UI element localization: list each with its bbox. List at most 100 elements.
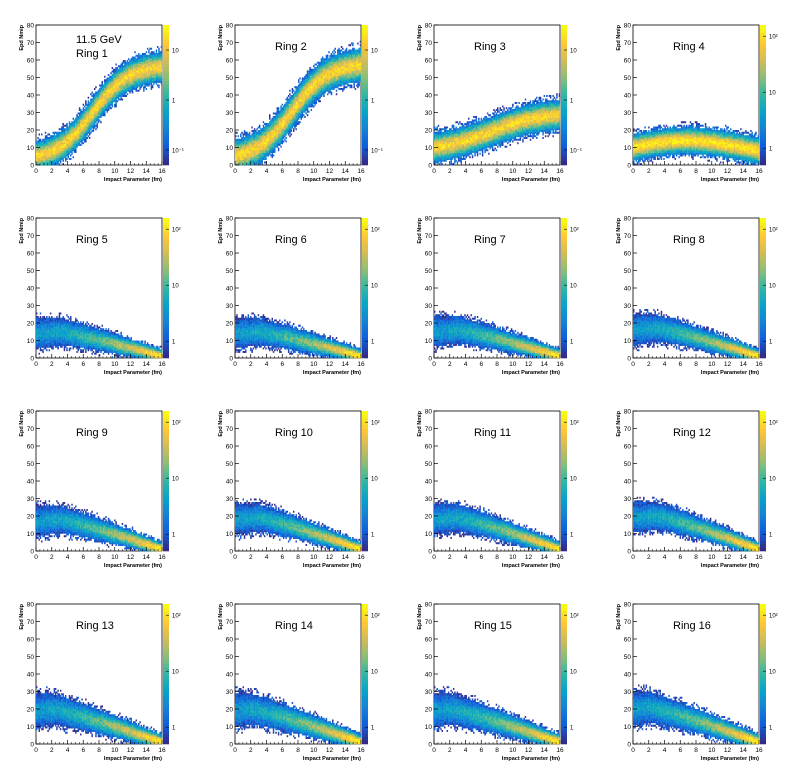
heatmap-cell [300, 109, 302, 111]
colorbar-step [163, 158, 169, 162]
heatmap-cell [303, 88, 305, 90]
heatmap-cell [352, 79, 354, 82]
heatmap-cell [441, 156, 444, 159]
heatmap-cell [315, 100, 318, 103]
heatmap-cell [258, 163, 261, 166]
heatmap-cell [352, 75, 354, 78]
heatmap-cell [261, 130, 263, 132]
heatmap-cell [299, 93, 301, 96]
heatmap-cell [235, 147, 237, 150]
heatmap-cell [469, 128, 471, 131]
heatmap-cell [247, 152, 250, 155]
heatmap-cell [299, 88, 301, 90]
heatmap-cell [133, 84, 135, 87]
heatmap-cell [156, 53, 159, 55]
heatmap-cell [348, 63, 350, 66]
heatmap-cell [112, 68, 115, 71]
heatmap-cell [436, 151, 438, 153]
heatmap-cell [47, 152, 49, 155]
heatmap-cell [253, 159, 256, 162]
heatmap-cell [255, 133, 257, 136]
heatmap-cell [235, 138, 237, 141]
heatmap-cell [275, 144, 277, 146]
heatmap-cell [466, 145, 469, 148]
heatmap-cell [436, 131, 438, 134]
heatmap-cell [97, 98, 100, 101]
heatmap-cell [468, 133, 470, 136]
heatmap-cell [305, 91, 308, 94]
heatmap-cell [439, 152, 441, 155]
heatmap-cell [474, 123, 476, 125]
heatmap-cell [111, 102, 114, 104]
heatmap-cell [91, 119, 93, 122]
heatmap-cell [149, 79, 151, 82]
heatmap-cell [251, 159, 253, 162]
heatmap-cell [339, 51, 342, 54]
heatmap-cell [476, 147, 479, 150]
heatmap-cell [298, 110, 300, 113]
heatmap-cell [357, 60, 359, 62]
heatmap-cell [131, 67, 134, 69]
heatmap-cell [48, 149, 51, 152]
heatmap-cell [95, 91, 97, 94]
heatmap-cell [281, 124, 284, 127]
heatmap-cell [441, 163, 444, 166]
heatmap-cell [126, 68, 129, 71]
heatmap-cell [435, 151, 437, 153]
heatmap-cell [253, 151, 256, 153]
heatmap-cell [349, 84, 352, 87]
heatmap-cell [145, 84, 148, 87]
heatmap-cell [160, 58, 163, 61]
heatmap-cell [349, 61, 352, 64]
heatmap-cell [328, 70, 330, 73]
heatmap-cell [300, 95, 302, 97]
heatmap-cell [242, 152, 245, 155]
heatmap-cell [235, 149, 237, 152]
heatmap-cell [272, 135, 275, 138]
heatmap-cell [277, 110, 280, 113]
heatmap-cell [267, 126, 270, 129]
heatmap-cell [476, 131, 479, 134]
heatmap-cell [131, 61, 134, 64]
heatmap-cell [345, 67, 348, 69]
heatmap-cell [262, 156, 265, 159]
heatmap-cell [93, 109, 96, 111]
heatmap-cell [328, 75, 330, 78]
heatmap-cell [102, 105, 105, 108]
heatmap-cell [285, 117, 287, 120]
heatmap-cell [339, 77, 342, 80]
heatmap-cell [335, 60, 338, 62]
heatmap-cell [284, 130, 286, 132]
heatmap-cell [155, 56, 158, 59]
heatmap-cell [471, 156, 474, 159]
heatmap-cell [155, 82, 158, 85]
heatmap-cell [54, 137, 57, 139]
heatmap-cell [54, 138, 57, 141]
heatmap-cell [93, 116, 96, 118]
heatmap-cell [150, 70, 153, 73]
heatmap-cell [435, 144, 437, 146]
heatmap-cell [358, 68, 360, 71]
heatmap-cell [252, 133, 255, 136]
heatmap-cell [101, 98, 103, 101]
heatmap-cell [348, 75, 350, 78]
heatmap-cell [298, 93, 300, 96]
heatmap-cell [76, 140, 78, 143]
heatmap-cell [266, 138, 268, 141]
heatmap-cell [328, 60, 330, 62]
heatmap-cell [289, 135, 291, 138]
heatmap-cell [465, 123, 467, 125]
heatmap-cell [355, 75, 358, 78]
heatmap-cell [454, 145, 456, 148]
heatmap-cell [439, 130, 441, 132]
heatmap-cell [329, 91, 331, 94]
heatmap-cell [442, 158, 445, 160]
heatmap-cell [93, 98, 96, 101]
heatmap-cell [323, 72, 325, 75]
heatmap-cell [242, 161, 245, 164]
heatmap-cell [153, 60, 155, 62]
heatmap-cell [353, 86, 355, 89]
heatmap-cell [121, 98, 124, 101]
heatmap-cell [434, 149, 436, 152]
heatmap-cell [478, 130, 480, 132]
